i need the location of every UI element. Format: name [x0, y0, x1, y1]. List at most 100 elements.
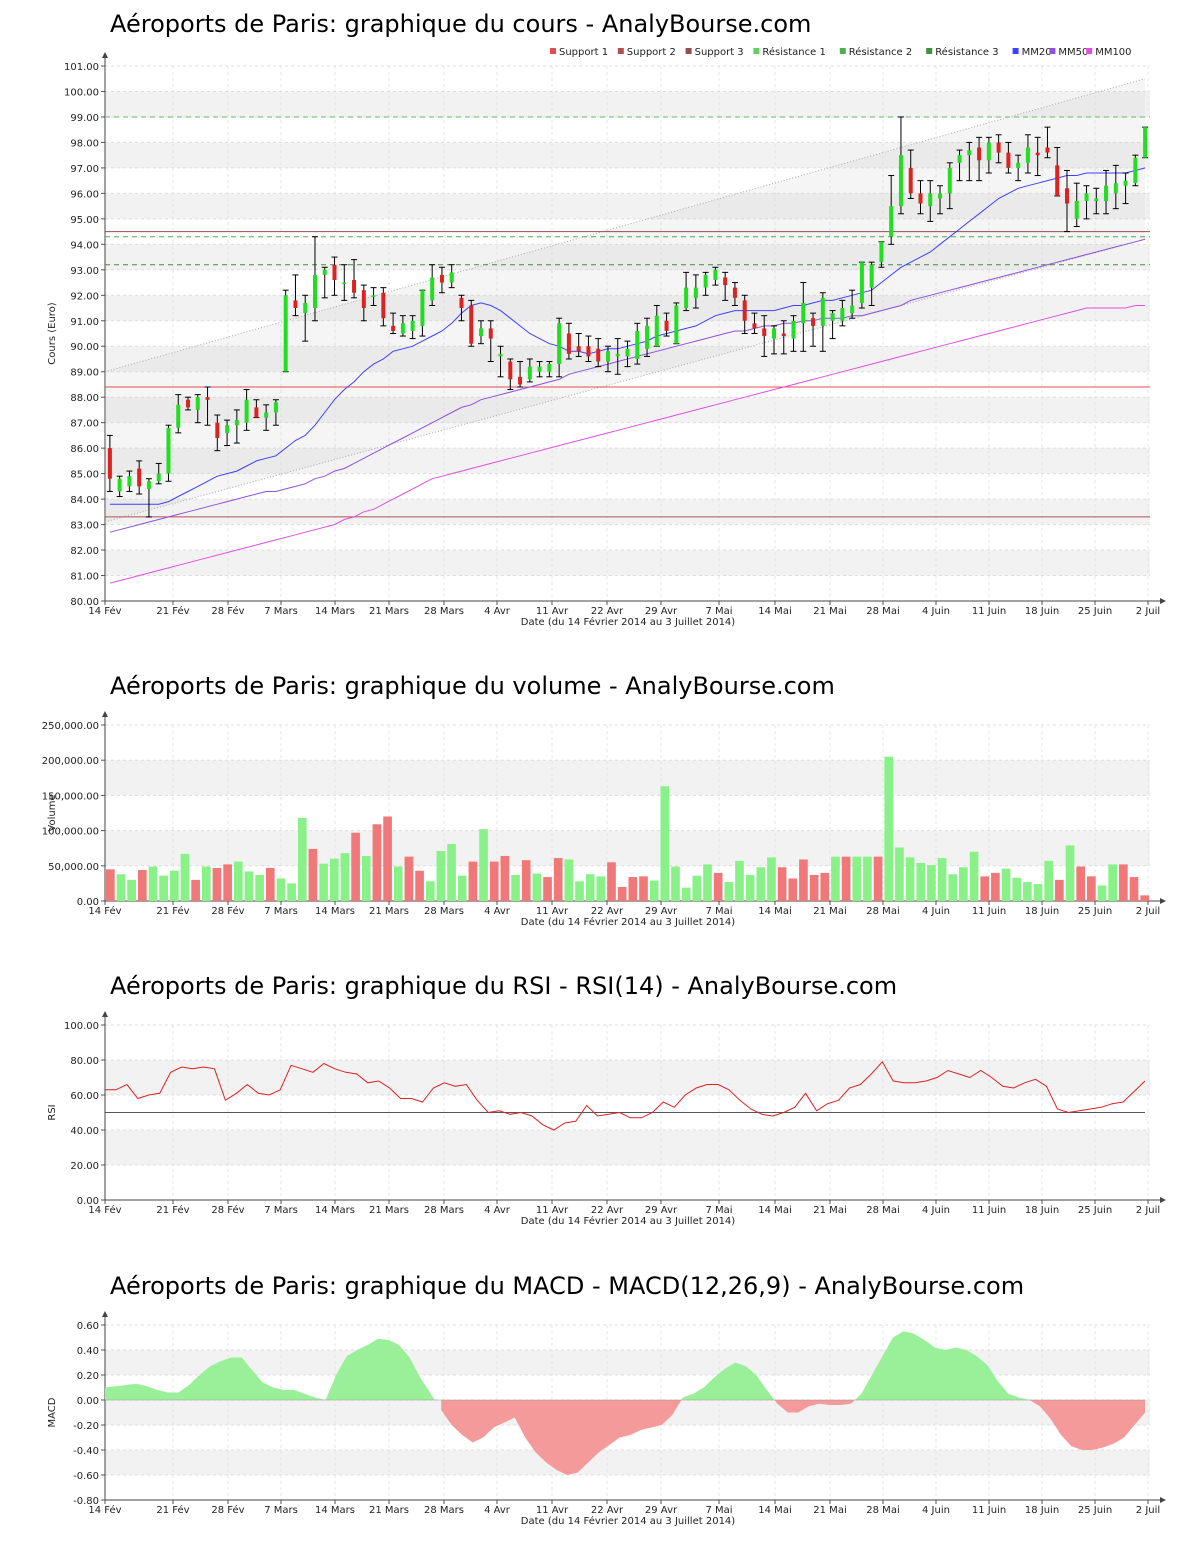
rsi-y-tick-label: 40.00: [70, 1126, 99, 1137]
volume-bar: [191, 879, 200, 901]
rsi-line: [105, 1060, 1146, 1131]
mm100-line: [109, 305, 1146, 584]
rsi-x-tick-label: 14 Mars: [315, 1205, 355, 1216]
rsi-x-tick-label: 21 Fév: [156, 1204, 189, 1216]
candle-body: [566, 333, 571, 354]
volume-band: [105, 830, 1150, 866]
volume-x-tick-label: 7 Mars: [264, 906, 298, 917]
volume-x-tick-label: 18 Juin: [1025, 906, 1059, 917]
candle: [214, 414, 221, 452]
rsi-x-tick-label: 28 Mai: [866, 1205, 899, 1216]
volume-bar: [511, 874, 520, 901]
macd-band: [105, 1350, 1150, 1375]
candle: [761, 315, 768, 357]
candle: [810, 312, 817, 347]
macd-y-tick-label: -0.20: [73, 1421, 99, 1432]
price-x-tick-label: 18 Juin: [1025, 606, 1059, 617]
candle: [829, 310, 836, 340]
volume-bar: [297, 817, 307, 901]
legend-label: MM50: [1058, 47, 1088, 58]
candle-body: [127, 476, 132, 487]
candle: [380, 287, 387, 327]
candle: [800, 282, 807, 352]
price-band: [105, 193, 1150, 219]
candle-body: [879, 241, 884, 263]
price-x-axis-arrow: [1160, 598, 1166, 604]
candle-body: [146, 481, 151, 489]
volume-bar: [159, 875, 168, 901]
candle: [253, 399, 260, 419]
candle-body: [166, 427, 171, 474]
candle-body: [459, 297, 464, 309]
price-x-tick-label: 21 Fév: [156, 605, 189, 617]
price-band: [105, 91, 1150, 117]
candle: [604, 345, 611, 373]
volume-bar: [969, 851, 979, 901]
candle-body: [977, 147, 982, 161]
volume-y-axis-arrow: [102, 711, 108, 717]
candle: [946, 162, 953, 210]
macd-x-tick-label: 7 Mai: [705, 1505, 732, 1516]
candle-body: [215, 422, 220, 438]
candle: [204, 386, 211, 426]
legend-swatch: [617, 48, 624, 54]
candle-body: [283, 295, 288, 372]
candle-body: [342, 282, 347, 285]
price-x-tick-label: 11 Juin: [972, 606, 1006, 617]
rsi-x-tick-label: 11 Juin: [972, 1205, 1006, 1216]
macd-positive-area: [105, 1331, 1145, 1400]
candle: [790, 315, 797, 352]
volume-bar: [649, 880, 659, 901]
price-y-tick-label: 88.00: [70, 393, 99, 404]
price-x-tick-label: 7 Mai: [705, 606, 732, 617]
candle-body: [1055, 165, 1060, 196]
candle: [390, 312, 397, 334]
candle-body: [244, 399, 249, 423]
volume-bar: [543, 877, 552, 901]
volume-bar: [681, 887, 691, 901]
legend-swatch: [1049, 48, 1056, 54]
macd-y-tick-label: -0.40: [73, 1446, 99, 1457]
volume-bar: [1129, 877, 1139, 901]
rsi-y-tick-label: 60.00: [70, 1091, 99, 1102]
volume-bar: [1108, 864, 1118, 901]
candle-body: [322, 269, 327, 275]
volume-bar: [660, 786, 670, 901]
macd-x-axis-arrow: [1160, 1497, 1166, 1503]
volume-bar: [1140, 895, 1149, 901]
candle-body: [547, 364, 552, 372]
volume-x-tick-label: 14 Fév: [88, 905, 121, 917]
macd-y-tick-label: -0.80: [73, 1496, 99, 1507]
rsi-band: [105, 1060, 1150, 1095]
legend-swatch: [685, 48, 692, 54]
price-y-tick-label: 87.00: [70, 419, 99, 430]
candle: [556, 317, 563, 378]
macd-chart-title: Aéroports de Paris: graphique du MACD - …: [110, 1272, 1025, 1300]
candle-body: [703, 274, 708, 288]
candle-body: [537, 366, 542, 372]
volume-bar: [1044, 860, 1054, 901]
volume-bar: [1012, 877, 1022, 901]
candle-body: [420, 290, 425, 326]
candle: [399, 315, 406, 337]
volume-bar: [1033, 884, 1043, 901]
candle-body: [293, 300, 298, 309]
candle-body: [205, 397, 210, 400]
price-x-axis-label: Date (du 14 Février 2014 au 3 Juillet 20…: [521, 616, 735, 628]
candle: [1044, 126, 1051, 159]
price-chart: 80.00 81.00 82.00 83.00 84.00 85.00 86.00 87.00…: [47, 46, 1166, 628]
price-x-tick-label: 25 Juin: [1078, 606, 1112, 617]
volume-bar: [351, 832, 360, 901]
candle-body: [498, 353, 503, 357]
legend-swatch: [1086, 48, 1093, 54]
candle: [1132, 154, 1139, 187]
volume-bar: [905, 857, 915, 901]
macd-x-tick-label: 4 Juin: [922, 1505, 950, 1516]
candle: [1005, 141, 1012, 174]
price-x-tick-label: 4 Avr: [484, 606, 511, 617]
candle: [878, 241, 885, 268]
rsi-band: [105, 1130, 1150, 1165]
volume-bar: [265, 867, 275, 901]
volume-bar: [991, 872, 1000, 901]
candle-body: [137, 468, 142, 487]
